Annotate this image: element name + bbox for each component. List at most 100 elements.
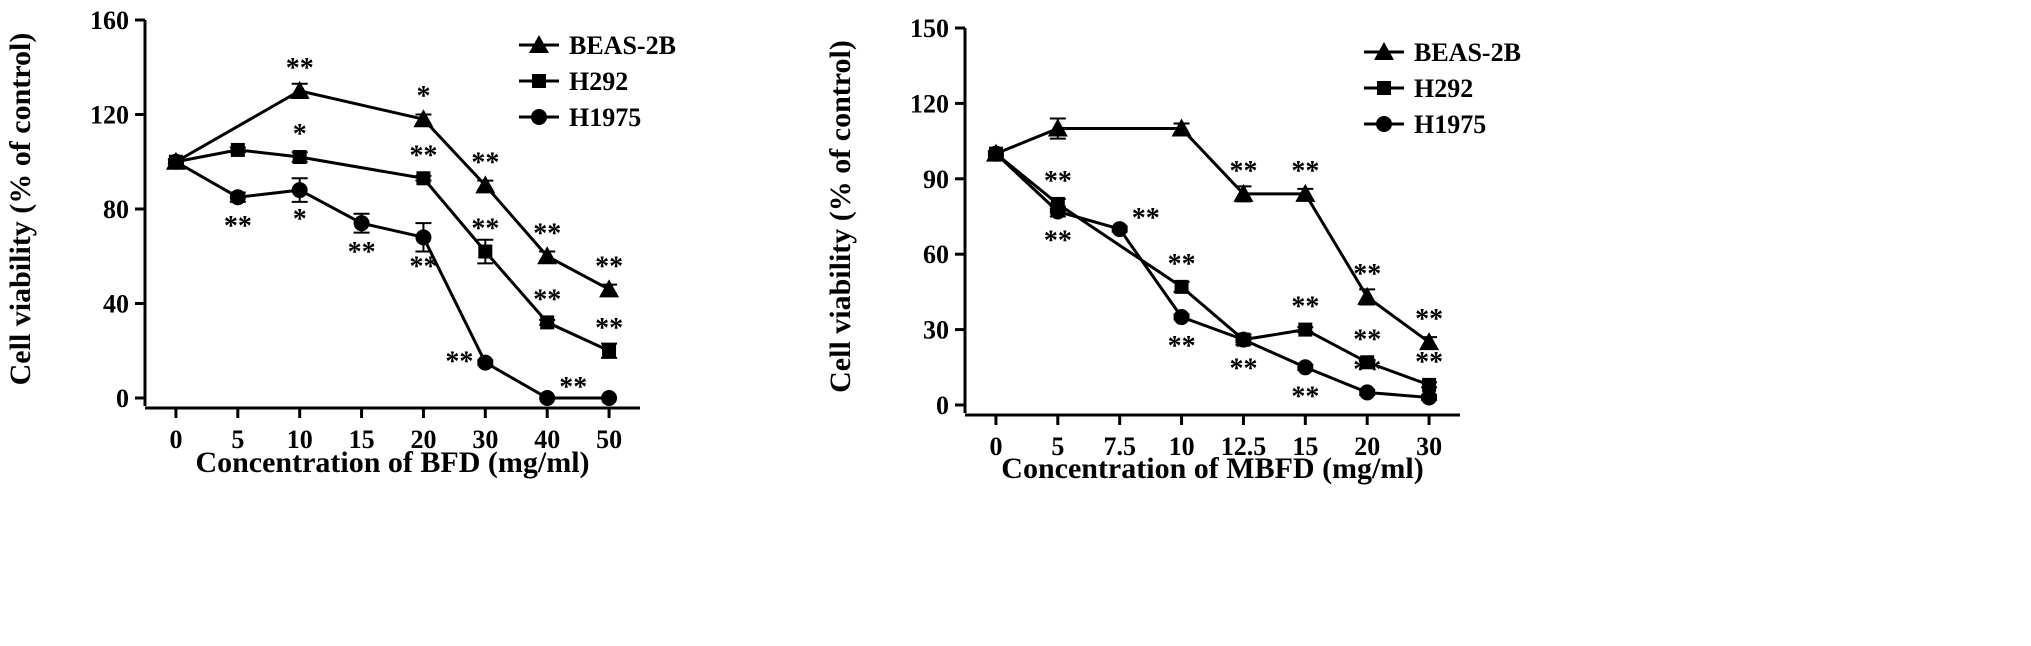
significance-label: ** xyxy=(1415,347,1443,378)
legend: BEAS-2B H292 H1975 xyxy=(1364,38,1521,139)
y-axis-title: Cell viability (% of control) xyxy=(824,40,857,393)
significance-label: ** xyxy=(1353,354,1381,385)
data-point xyxy=(1419,332,1440,351)
data-point xyxy=(1360,355,1375,370)
data-point xyxy=(1298,322,1313,337)
x-tick-label: 10 xyxy=(1169,432,1195,461)
x-tick-label: 5 xyxy=(231,425,244,454)
x-tick-label: 30 xyxy=(472,425,498,454)
significance-label: ** xyxy=(1132,203,1160,234)
data-point xyxy=(601,390,618,406)
legend-marker xyxy=(1377,81,1391,95)
x-tick-label: 40 xyxy=(534,425,560,454)
significance-label: ** xyxy=(1291,381,1319,412)
data-point xyxy=(1359,384,1376,401)
data-point xyxy=(1047,118,1068,137)
significance-label: ** xyxy=(224,211,252,242)
legend-label: H1975 xyxy=(1414,110,1486,139)
legend-label: H1975 xyxy=(569,103,641,132)
significance-label: ** xyxy=(1291,292,1319,323)
data-point xyxy=(167,153,184,170)
x-tick-label: 30 xyxy=(1416,432,1442,461)
x-tick-label: 20 xyxy=(1354,432,1380,461)
significance-label: ** xyxy=(471,147,499,178)
data-point xyxy=(413,109,434,128)
data-point xyxy=(229,189,246,206)
x-tick-label: 0 xyxy=(169,425,182,454)
data-point xyxy=(353,215,370,232)
legend-marker xyxy=(1374,42,1394,60)
x-tick-label: 12.5 xyxy=(1221,432,1267,461)
data-point xyxy=(987,145,1004,162)
y-tick-label: 40 xyxy=(103,290,129,319)
legend-label: H292 xyxy=(569,67,628,96)
y-tick-label: 30 xyxy=(923,316,949,345)
legend-label: H292 xyxy=(1414,74,1473,103)
data-point xyxy=(540,315,555,330)
significance-label: ** xyxy=(409,140,437,171)
y-tick-label: 60 xyxy=(923,240,949,269)
data-point xyxy=(1049,203,1066,220)
legend-marker xyxy=(532,74,546,88)
data-point xyxy=(477,354,494,371)
series-line xyxy=(175,89,610,291)
data-point xyxy=(291,182,308,199)
legend-label: BEAS-2B xyxy=(1414,38,1521,67)
data-point xyxy=(230,142,245,157)
significance-label: ** xyxy=(595,313,623,344)
series-H292: ********* xyxy=(167,119,623,359)
data-point xyxy=(1171,118,1192,137)
data-point xyxy=(1233,183,1254,202)
x-tick-label: 7.5 xyxy=(1103,432,1136,461)
legend-label: BEAS-2B xyxy=(569,31,676,60)
data-point xyxy=(1173,309,1190,326)
series-BEAS-2B: ********* xyxy=(165,53,623,298)
series-H1975: ** *** ****** xyxy=(167,153,618,406)
significance-label: ** xyxy=(348,237,376,268)
data-point xyxy=(1422,377,1437,392)
significance-label: ** xyxy=(445,347,473,378)
x-tick-label: 10 xyxy=(287,425,313,454)
data-point xyxy=(1295,183,1316,202)
data-point xyxy=(1297,359,1314,376)
y-tick-label: 160 xyxy=(90,6,129,35)
series-H1975: ************ xyxy=(987,145,1438,412)
significance-label: ** xyxy=(533,284,561,315)
y-tick-label: 90 xyxy=(923,165,949,194)
data-point xyxy=(1421,389,1438,406)
significance-label: * xyxy=(293,204,307,235)
y-tick-label: 120 xyxy=(90,101,129,130)
significance-label: ** xyxy=(1168,249,1196,280)
x-tick-label: 50 xyxy=(596,425,622,454)
significance-label: ** xyxy=(1353,324,1381,355)
legend-marker xyxy=(1376,116,1392,132)
data-point xyxy=(602,343,617,358)
significance-label: ** xyxy=(409,251,437,282)
significance-label: ** xyxy=(286,53,314,84)
significance-label: ** xyxy=(1229,156,1257,187)
data-point xyxy=(539,390,556,406)
data-point xyxy=(478,244,493,259)
y-tick-label: 0 xyxy=(936,391,949,420)
significance-label: ** xyxy=(1168,331,1196,362)
significance-label: ** xyxy=(471,214,499,245)
y-tick-label: 120 xyxy=(910,89,949,118)
legend-marker xyxy=(529,35,549,53)
significance-label: ** xyxy=(533,218,561,249)
x-tick-label: 20 xyxy=(410,425,436,454)
data-point xyxy=(415,229,432,246)
series-line xyxy=(175,160,610,400)
data-point xyxy=(1111,221,1128,238)
data-point xyxy=(1357,286,1378,305)
data-point xyxy=(292,150,307,165)
data-point xyxy=(1235,331,1252,348)
significance-label: ** xyxy=(1229,354,1257,385)
series-line xyxy=(994,152,1430,399)
significance-label: * xyxy=(416,81,430,112)
significance-label: ** xyxy=(1044,166,1072,197)
legend: BEAS-2B H292 H1975 xyxy=(519,31,676,132)
y-axis-title: Cell viability (% of control) xyxy=(4,33,37,386)
